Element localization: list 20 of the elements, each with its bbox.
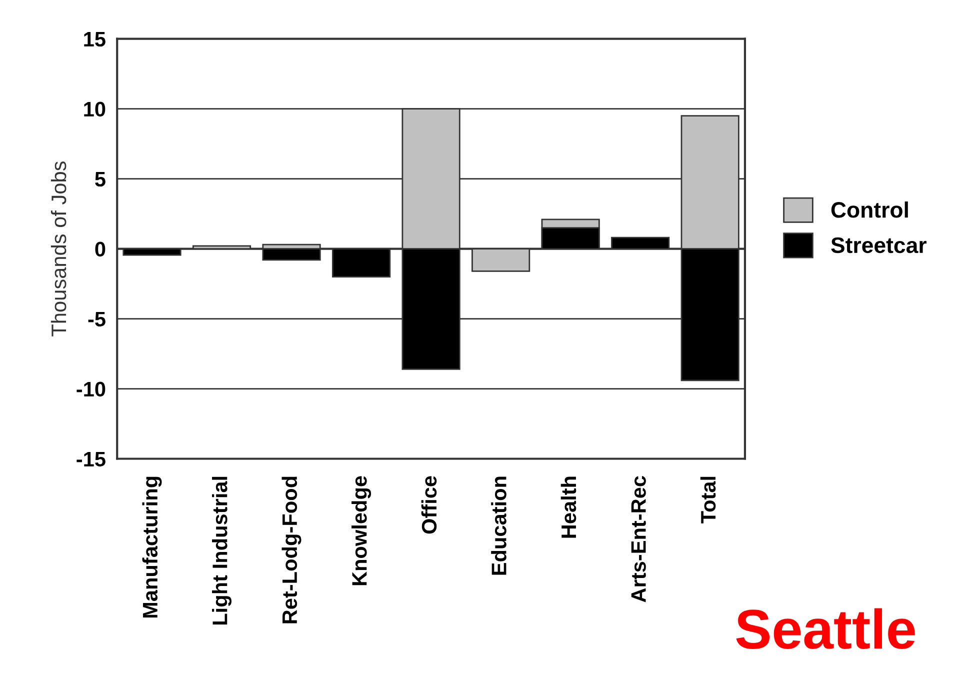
y-tick-label: 0 [95, 242, 106, 257]
y-tick-label: -10 [76, 382, 106, 397]
x-tick-label: Manufacturing [142, 476, 162, 618]
y-axis-title: Thousands of Jobs [50, 162, 66, 336]
x-tick-label: Office [421, 476, 437, 534]
x-tick-label: Light Industrial [212, 476, 232, 624]
legend-label: Streetcar [831, 237, 926, 254]
legend-label: Control [831, 201, 908, 218]
text: Seattle [736, 608, 915, 650]
y-tick-label: 5 [95, 172, 106, 187]
x-tick-label: Ret-Lodg-Food [282, 476, 302, 624]
x-tick-label: Total [700, 476, 716, 524]
y-tick-label: 10 [84, 102, 106, 117]
x-tick-label: Arts-Ent-Rec [631, 476, 646, 602]
y-tick-label: 15 [84, 32, 106, 47]
y-tick-label: -5 [88, 312, 106, 327]
x-tick-label: Knowledge [352, 476, 372, 586]
x-tick-label: Education [491, 476, 506, 575]
y-tick-label: -15 [76, 452, 106, 467]
x-tick-label: Health [560, 476, 576, 538]
